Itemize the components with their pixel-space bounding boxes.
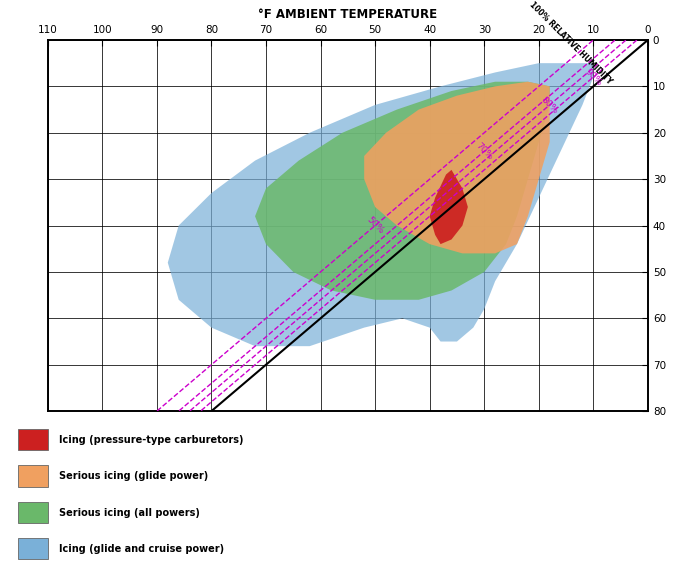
Text: 90%: 90% bbox=[583, 67, 604, 87]
Text: Serious icing (all powers): Serious icing (all powers) bbox=[59, 508, 200, 517]
Text: Icing (pressure-type carburetors): Icing (pressure-type carburetors) bbox=[59, 435, 243, 445]
X-axis label: °F AMBIENT TEMPERATURE: °F AMBIENT TEMPERATURE bbox=[258, 8, 437, 21]
Text: Serious icing (glide power): Serious icing (glide power) bbox=[59, 471, 208, 481]
Bar bbox=[18, 465, 48, 486]
Polygon shape bbox=[255, 82, 550, 300]
Polygon shape bbox=[168, 63, 593, 346]
Bar bbox=[18, 538, 48, 560]
Polygon shape bbox=[364, 82, 550, 254]
Bar bbox=[18, 429, 48, 451]
Text: 100% RELATIVE HUMIDITY: 100% RELATIVE HUMIDITY bbox=[528, 1, 614, 86]
Polygon shape bbox=[430, 170, 468, 244]
Text: 50%: 50% bbox=[365, 215, 385, 236]
Text: Icing (glide and cruise power): Icing (glide and cruise power) bbox=[59, 544, 224, 554]
Bar bbox=[18, 501, 48, 523]
Text: 80%: 80% bbox=[539, 95, 560, 115]
Text: 70%: 70% bbox=[474, 141, 494, 162]
